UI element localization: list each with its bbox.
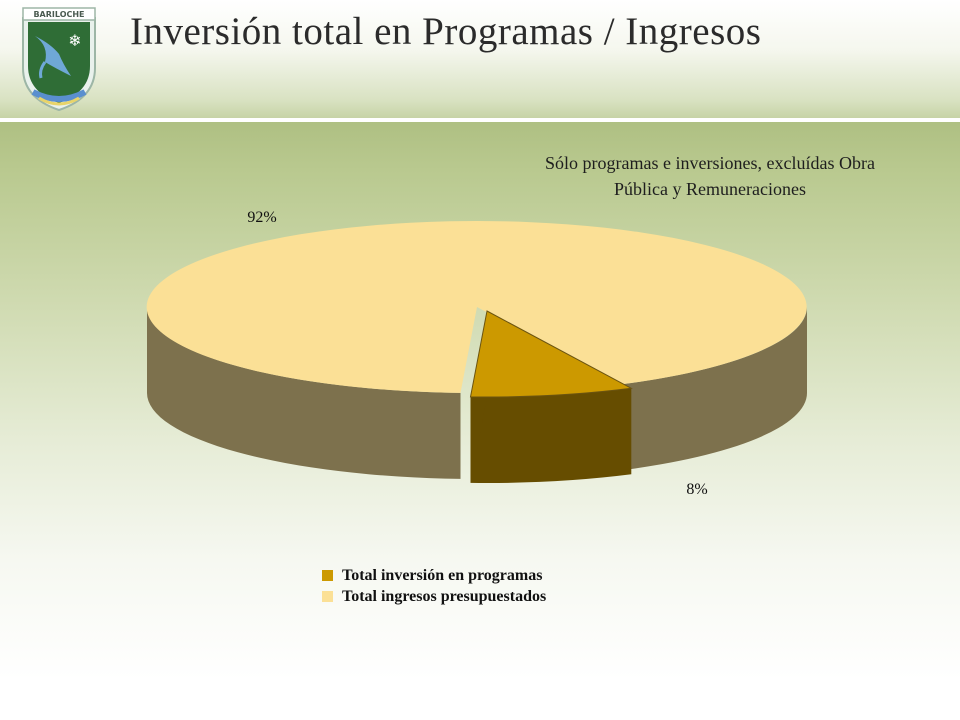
chart-legend: Total inversión en programas Total ingre… xyxy=(322,565,546,607)
legend-swatch-total-ingresos xyxy=(322,591,333,602)
pie-slice-total-ingresos xyxy=(146,221,807,393)
chart-annotation: Sólo programas e inversiones, excluídas … xyxy=(545,153,875,199)
legend-item-total-inversion: Total inversión en programas xyxy=(322,565,546,586)
pie-slice-total-inversion xyxy=(469,310,633,398)
crest-text: BARILOCHE xyxy=(33,10,84,19)
slide-header xyxy=(0,0,960,118)
bariloche-crest-logo: BARILOCHE ❄ xyxy=(22,7,96,112)
data-label-total-ingresos: 92% xyxy=(247,209,277,226)
legend-label-total-inversion: Total inversión en programas xyxy=(342,567,543,584)
legend-swatch-total-inversion xyxy=(322,570,333,581)
svg-text:❄: ❄ xyxy=(68,31,81,50)
pie-slice-side-total-inversion xyxy=(470,388,632,484)
legend-item-total-ingresos: Total ingresos presupuestados xyxy=(322,586,546,607)
page-title: Inversión total en Programas / Ingresos xyxy=(130,10,762,53)
pie-slice-side-total-ingresos xyxy=(146,307,807,479)
data-label-total-inversion: 8% xyxy=(686,481,708,498)
legend-label-total-ingresos: Total ingresos presupuestados xyxy=(342,588,547,605)
header-divider xyxy=(0,118,960,122)
